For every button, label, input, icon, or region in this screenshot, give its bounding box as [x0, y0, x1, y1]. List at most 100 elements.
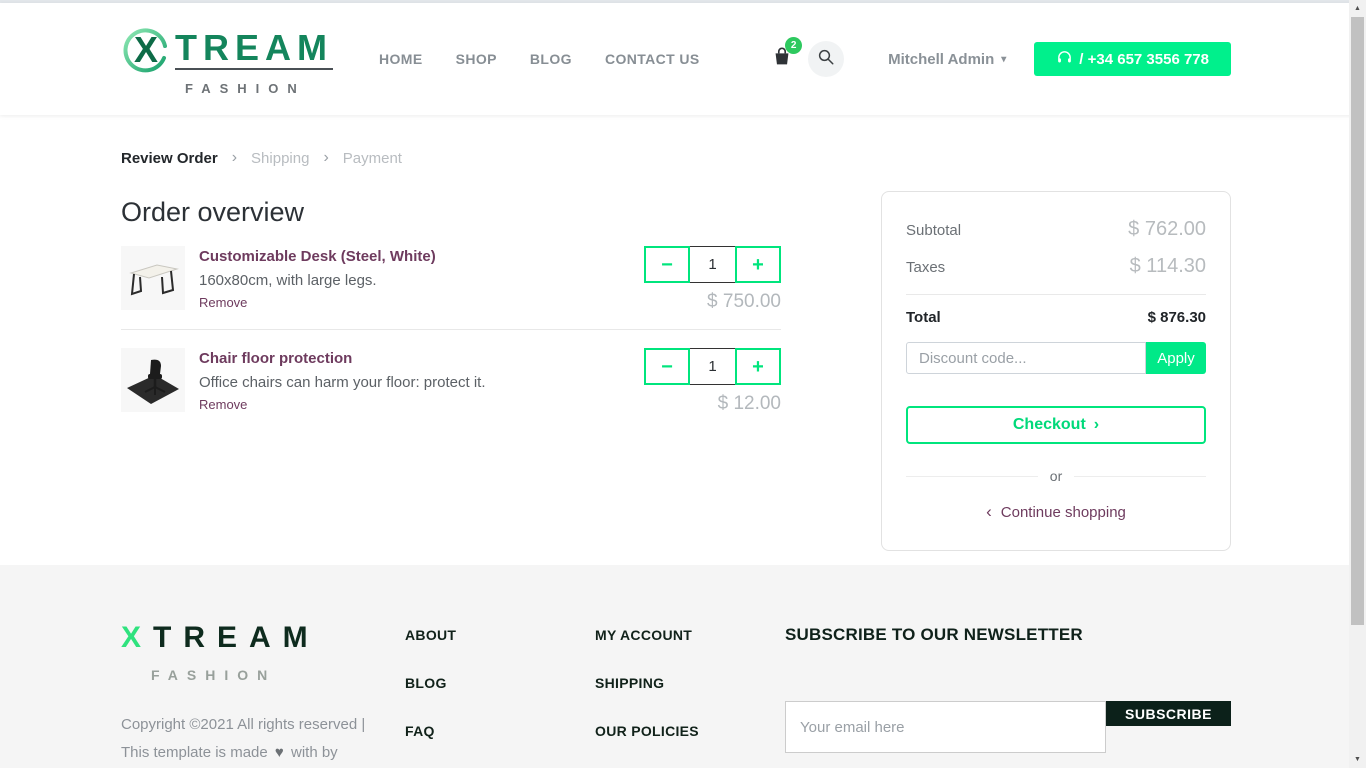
continue-shopping-label: Continue shopping: [1000, 503, 1126, 521]
continue-shopping-link[interactable]: ‹ Continue shopping: [906, 502, 1206, 522]
apply-discount-button[interactable]: Apply: [1146, 342, 1206, 374]
quantity-increase-button[interactable]: +: [735, 246, 781, 283]
nav-item-shop[interactable]: SHOP: [455, 51, 497, 67]
breadcrumb: Review Order › Shipping › Payment: [121, 149, 1231, 167]
footer-link-faq[interactable]: FAQ: [405, 723, 435, 739]
footer-brand-column: XTREAM FASHION Copyright ©2021 All right…: [121, 621, 405, 768]
copyright-text: Copyright ©2021 All rights reserved | Th…: [121, 711, 405, 767]
footer-logo-subtext: FASHION: [151, 667, 277, 683]
quantity-increase-button[interactable]: +: [735, 348, 781, 385]
copyright-line2a: This template is made: [121, 744, 268, 761]
logo-text: TREAM: [175, 26, 333, 70]
quantity-stepper: − +: [644, 246, 781, 283]
quantity-input[interactable]: [690, 246, 735, 283]
main-content: Review Order › Shipping › Payment Order …: [121, 149, 1231, 551]
footer-link-my-account[interactable]: MY ACCOUNT: [595, 627, 693, 643]
subtotal-label: Subtotal: [906, 222, 962, 239]
scroll-up-icon[interactable]: ▲: [1354, 5, 1361, 12]
subtotal-amount: $ 762.00: [1128, 218, 1206, 240]
logo-x: X: [134, 28, 159, 70]
order-items-section: Order overview Customizable Desk (Steel,…: [121, 191, 781, 551]
user-name: Mitchell Admin: [888, 50, 995, 68]
footer-link-shipping[interactable]: SHIPPING: [595, 675, 665, 691]
product-image-desk[interactable]: [121, 246, 185, 310]
breadcrumb-review-order[interactable]: Review Order: [121, 149, 218, 167]
remove-item-link[interactable]: Remove: [199, 397, 248, 412]
product-description: 160x80cm, with large legs.: [199, 272, 377, 289]
or-separator: or: [906, 468, 1206, 484]
cart-button[interactable]: 2: [764, 37, 803, 77]
product-name[interactable]: Chair floor protection: [199, 350, 353, 367]
chevron-right-icon: ›: [1093, 416, 1100, 433]
vertical-scrollbar[interactable]: ▲ ▼: [1349, 0, 1366, 768]
order-summary-card: Subtotal $ 762.00 Taxes $ 114.30 Total $…: [881, 191, 1231, 551]
footer-logo: XTREAM: [121, 621, 405, 655]
logo-subtext: FASHION: [185, 80, 306, 96]
total-amount: $ 876.30: [1147, 309, 1206, 326]
scrollbar-thumb[interactable]: [1351, 17, 1364, 625]
discount-code-input[interactable]: [906, 342, 1146, 374]
footer: XTREAM FASHION Copyright ©2021 All right…: [0, 565, 1349, 768]
headset-icon: [1056, 49, 1073, 70]
search-button[interactable]: [808, 41, 845, 77]
newsletter-title: SUBSCRIBE TO OUR NEWSLETTER: [785, 625, 1083, 644]
checkout-label: Checkout: [1012, 416, 1086, 433]
quantity-decrease-button[interactable]: −: [644, 246, 690, 283]
nav-item-contact[interactable]: CONTACT US: [604, 51, 700, 67]
header: X TREAM FASHION HOME SHOP BLOG CONTACT U…: [0, 3, 1366, 115]
logo[interactable]: X TREAM FASHION: [121, 24, 333, 95]
newsletter-section: SUBSCRIBE TO OUR NEWSLETTER SUBSCRIBE: [785, 621, 1231, 768]
item-price: $ 12.00: [717, 393, 781, 414]
page-title: Order overview: [121, 197, 305, 227]
breadcrumb-separator-icon: ›: [323, 149, 329, 166]
footer-link-our-policies[interactable]: OUR POLICIES: [595, 723, 699, 739]
discount-code-group: Apply: [906, 342, 1206, 374]
footer-links-column-2: MY ACCOUNT SHIPPING OUR POLICIES: [595, 621, 785, 768]
product-name[interactable]: Customizable Desk (Steel, White): [199, 248, 436, 265]
copyright-line2b: with by: [290, 744, 338, 761]
taxes-amount: $ 114.30: [1129, 255, 1206, 277]
breadcrumb-payment[interactable]: Payment: [342, 149, 402, 167]
shopping-bag-icon: [771, 46, 793, 73]
product-image-chair-mat[interactable]: [121, 348, 185, 412]
search-icon: [817, 48, 835, 71]
footer-links-column-1: ABOUT BLOG FAQ: [405, 621, 595, 768]
footer-link-about[interactable]: ABOUT: [405, 627, 457, 643]
logo-swirl-icon: X: [121, 24, 173, 76]
nav-item-blog[interactable]: BLOG: [529, 51, 572, 67]
phone-number: / +34 657 3556 778: [1079, 50, 1209, 68]
breadcrumb-shipping[interactable]: Shipping: [251, 149, 310, 167]
copyright-line1: Copyright ©2021 All rights reserved |: [121, 716, 366, 733]
heart-icon: ♥: [274, 744, 284, 761]
window-top-edge: [0, 0, 1366, 3]
taxes-label: Taxes: [906, 259, 946, 276]
breadcrumb-separator-icon: ›: [231, 149, 238, 166]
email-field[interactable]: [785, 701, 1106, 753]
cart-item-chair-mat: Chair floor protection Office chairs can…: [121, 330, 781, 431]
header-actions: 2 Mitchell Admin ▾: [764, 37, 1231, 77]
scroll-down-icon[interactable]: ▼: [1354, 756, 1361, 763]
main-nav: HOME SHOP BLOG CONTACT US: [379, 51, 700, 67]
total-label: Total: [906, 309, 941, 326]
footer-link-blog[interactable]: BLOG: [405, 675, 447, 691]
nav-item-home[interactable]: HOME: [379, 51, 423, 67]
quantity-input[interactable]: [690, 348, 735, 385]
cart-item-desk: Customizable Desk (Steel, White) 160x80c…: [121, 228, 781, 330]
subscribe-button[interactable]: SUBSCRIBE: [1106, 701, 1231, 726]
cart-count-badge: 2: [785, 37, 803, 54]
footer-logo-x: X: [121, 621, 154, 654]
newsletter-form: SUBSCRIBE: [785, 701, 1231, 753]
footer-logo-text: TREAM: [153, 621, 320, 654]
quantity-stepper: − +: [644, 348, 781, 385]
user-menu[interactable]: Mitchell Admin ▾: [888, 51, 1006, 68]
or-label: or: [1049, 468, 1063, 484]
item-price: $ 750.00: [707, 291, 781, 312]
product-description: Office chairs can harm your floor: prote…: [199, 374, 486, 391]
remove-item-link[interactable]: Remove: [199, 295, 248, 310]
quantity-decrease-button[interactable]: −: [644, 348, 690, 385]
chevron-left-icon: ‹: [986, 502, 992, 521]
caret-down-icon: ▾: [1001, 53, 1007, 65]
phone-button[interactable]: / +34 657 3556 778: [1034, 42, 1231, 76]
checkout-button[interactable]: Checkout ›: [906, 406, 1206, 444]
